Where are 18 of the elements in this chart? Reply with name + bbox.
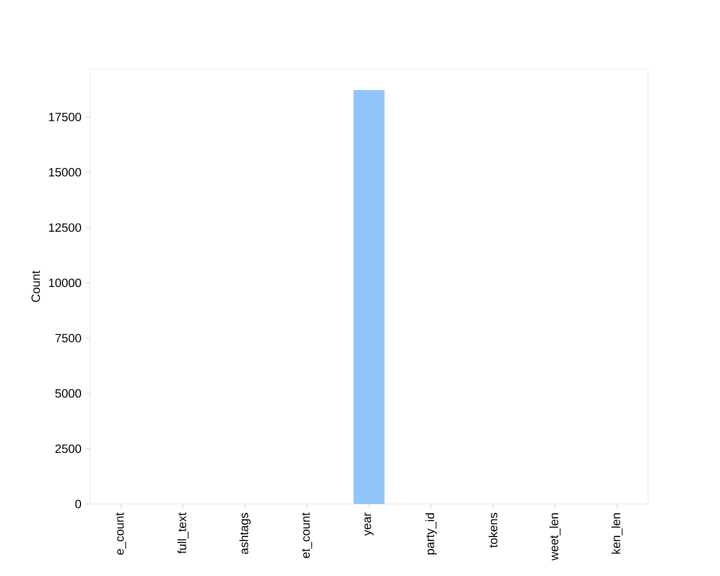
- y-tick-label: 5000: [55, 389, 82, 398]
- x-tick-label: ken_len: [611, 513, 623, 554]
- y-tick-label: 15000: [49, 168, 82, 177]
- x-tick-label: party_id: [425, 513, 437, 554]
- x-tick-label: et_count: [302, 512, 312, 558]
- y-tick-label: 0: [75, 500, 82, 508]
- y-tick-label: 7500: [55, 334, 82, 342]
- x-tick-label: tokens: [488, 512, 498, 548]
- y-tick-label: 2500: [55, 444, 82, 453]
- y-tick-label: 12500: [49, 223, 82, 232]
- x-tick-label: full_text: [177, 512, 189, 554]
- y-tick-label: 17500: [49, 112, 82, 122]
- x-tick-label: weet_len: [549, 513, 561, 561]
- y-axis-title: Count: [31, 270, 40, 302]
- x-tick-label: ashtags: [239, 512, 251, 554]
- x-tick-label: e_count: [116, 512, 126, 555]
- y-tick-label: 10000: [49, 278, 82, 288]
- x-tick-label: year: [364, 512, 374, 536]
